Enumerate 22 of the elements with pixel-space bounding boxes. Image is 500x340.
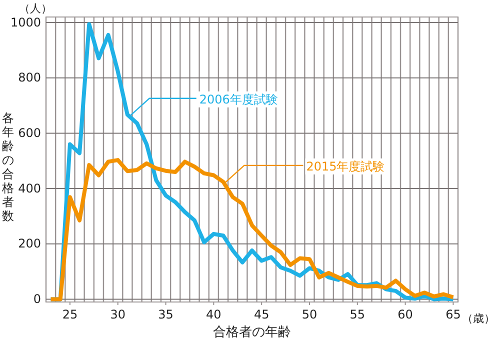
x-tick-label: 60: [398, 308, 413, 322]
text: （歳）: [462, 312, 495, 325]
x-tick-label: 25: [62, 308, 78, 322]
y-tick-label: 1000: [10, 15, 41, 30]
x-axis-title: 合格者の年齢: [213, 325, 291, 340]
y-axis-title: 各年齢の合格者数: [1, 111, 14, 223]
y-tick-label: 0: [33, 292, 41, 306]
y-tick-label: 600: [18, 126, 41, 140]
x-tick-label: 55: [350, 308, 366, 322]
x-tick-label: 30: [110, 308, 126, 322]
x-tick-label: 45: [254, 308, 270, 322]
text: 2006年度試験: [199, 92, 278, 106]
x-tick-label: 40: [206, 308, 222, 322]
y-tick-label: 800: [18, 70, 41, 85]
text: 2015年度試験: [306, 159, 385, 174]
x-tick-label: 65: [446, 308, 461, 322]
line-series: [48, 158, 456, 302]
y-tick-label: 400: [18, 181, 41, 196]
x-tick-label: 35: [158, 308, 174, 322]
text: （人）: [19, 2, 52, 15]
x-tick-label: 50: [302, 308, 318, 322]
y-tick-label: 200: [18, 236, 41, 251]
